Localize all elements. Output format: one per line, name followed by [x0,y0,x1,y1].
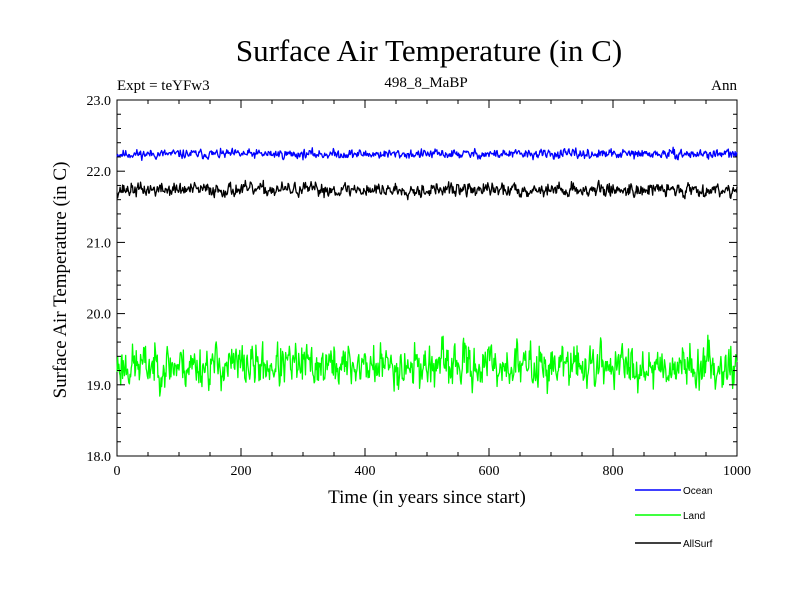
y-tick-label: 19.0 [87,379,112,394]
legend-label-land: Land [683,511,705,522]
x-tick-label: 1000 [723,464,751,479]
y-tick-label: 22.0 [87,165,112,180]
x-tick-label: 200 [231,464,252,479]
chart-title: Surface Air Temperature (in C) [236,33,622,68]
y-tick-label: 21.0 [87,236,112,251]
axis-ticks: 0 200 400 600 800 1000 18.0 19.0 20.0 21.0 22.0 23.… [87,94,752,479]
experiment-label: Expt = teYFw3 [117,78,210,94]
series-line-land [116,334,738,397]
x-tick-label: 600 [479,464,500,479]
legend-label-allsurf: AllSurf [683,539,713,550]
chart-subtitle: 498_8_MaBP [384,75,467,91]
y-axis-label: Surface Air Temperature (in C) [50,162,71,399]
season-label: Ann [711,78,737,94]
x-tick-label: 800 [603,464,624,479]
x-tick-label: 0 [114,464,121,479]
x-tick-label: 400 [355,464,376,479]
y-tick-label: 20.0 [87,308,112,323]
series-layer [116,146,738,397]
y-tick-label: 23.0 [87,94,112,109]
series-line-ocean [116,146,738,162]
legend: Ocean Land AllSurf [635,486,713,550]
legend-label-ocean: Ocean [683,486,712,497]
y-tick-label: 18.0 [87,450,112,465]
series-line-allsurf [116,179,738,201]
x-axis-label: Time (in years since start) [328,487,526,508]
